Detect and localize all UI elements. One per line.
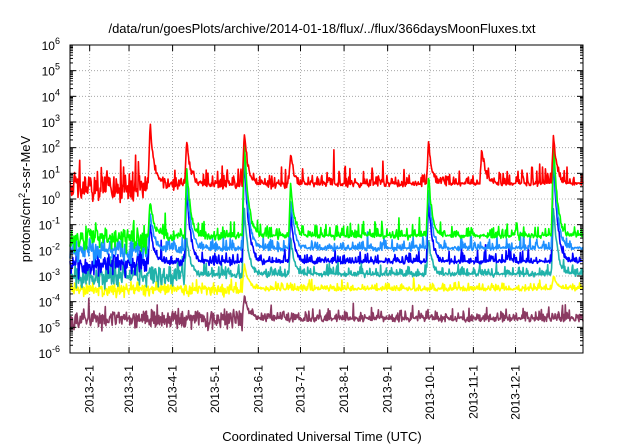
x-tick-label: 2013-9-1	[381, 365, 395, 413]
y-tick-label: 10-6	[39, 344, 60, 361]
x-tick-label: 2013-11-1	[466, 365, 480, 419]
x-tick-label: 2013-10-1	[423, 365, 437, 420]
series-line	[69, 207, 584, 290]
y-tick-label: 100	[42, 190, 60, 207]
x-tick-label: 2013-2-1	[83, 365, 97, 413]
y-tick-label: 10-5	[39, 318, 60, 335]
series-line	[69, 295, 584, 332]
y-tick-label: 101	[42, 164, 60, 181]
y-axis-label: protons/cm2-s-sr-MeV	[17, 135, 33, 262]
x-tick-label: 2013-4-1	[166, 365, 180, 413]
x-axis-label: Coordinated Universal Time (UTC)	[222, 429, 421, 444]
y-tick-label: 104	[42, 87, 60, 104]
x-tick-label: 2013-12-1	[509, 365, 523, 420]
chart-title: /data/run/goesPlots/archive/2014-01-18/f…	[108, 21, 535, 36]
x-tick-label: 2013-7-1	[293, 365, 307, 413]
y-tick-label: 103	[42, 113, 60, 130]
plot-frame	[69, 44, 584, 354]
x-tick-label: 2013-6-1	[251, 365, 265, 413]
y-tick-label: 10-2	[39, 241, 60, 258]
y-tick-label: 10-3	[39, 267, 60, 284]
series-layer	[69, 123, 584, 332]
x-tick-label: 2013-3-1	[122, 365, 136, 413]
x-axis-ticks: 2013-2-1 2013-3-1 2013-4-1 2013-5-1 2013-6-1…	[83, 45, 523, 420]
x-tick-label: 2013-5-1	[208, 365, 222, 413]
series-line	[69, 143, 584, 265]
y-tick-label: 10-4	[39, 293, 60, 310]
grid	[70, 45, 583, 353]
y-tick-label: 105	[42, 62, 60, 79]
y-axis-ticks: 10-6 10-5 10-4 10-3 10-2 10-1 100 101 102 103 104 1…	[39, 36, 583, 361]
y-tick-label: 106	[42, 36, 60, 53]
series-line	[69, 123, 584, 204]
series-line	[69, 138, 584, 255]
y-tick-label: 10-1	[39, 216, 60, 233]
y-tick-label: 102	[42, 139, 60, 156]
x-tick-label: 2013-8-1	[337, 365, 351, 413]
series-line	[69, 263, 584, 299]
series-line	[69, 152, 584, 280]
